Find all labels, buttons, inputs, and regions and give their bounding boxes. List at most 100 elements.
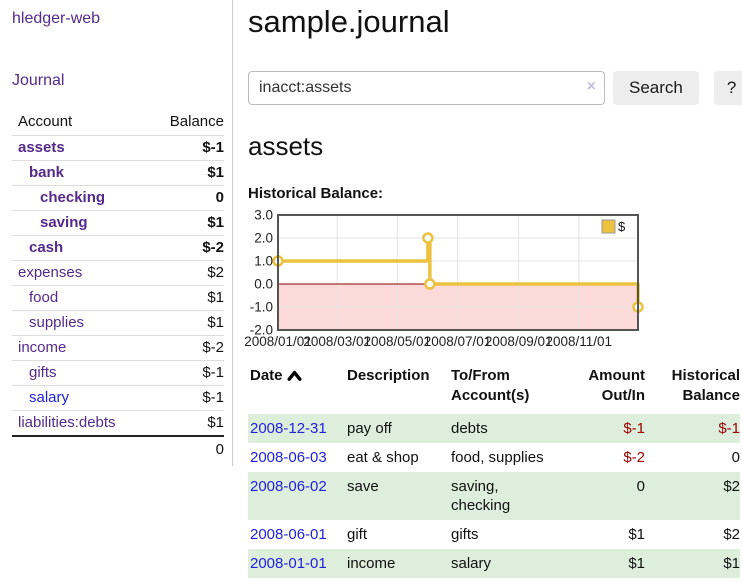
transaction-date-link[interactable]: 2008-01-01 (250, 555, 327, 572)
transaction-amount: $1 (628, 526, 645, 543)
y-tick-label: 3.0 (254, 208, 273, 223)
historical-balance-chart-container: $3.0 2.0 1.0 0.0 -1.0 -2.0 2008/01/01 2008/03/0… (244, 208, 742, 352)
accounts-table-body: assets $-1 bank $1 checking 0 saving $1 cash $-2 e… (12, 135, 224, 436)
transaction-accounts: debts (451, 420, 488, 437)
y-tick-label: 2.0 (254, 231, 273, 246)
account-row: checking 0 (12, 185, 224, 211)
accounts-total-row: 0 (12, 435, 224, 462)
accounts-col-account: Account (18, 113, 73, 130)
transaction-description: pay off (347, 420, 392, 437)
account-balance: $-2 (151, 335, 224, 361)
transaction-description: save (347, 478, 379, 495)
transaction-date-link[interactable]: 2008-06-03 (250, 449, 327, 466)
account-row: saving $1 (12, 210, 224, 236)
sidebar-account-link[interactable]: liabilities:debts (18, 414, 116, 431)
accounts-header-row: Account Balance (12, 110, 224, 136)
brand-link[interactable]: hledger-web (12, 10, 101, 27)
data-point-marker (422, 232, 434, 244)
account-row: bank $1 (12, 160, 224, 186)
transaction-amount: 0 (636, 478, 645, 495)
account-balance: $1 (151, 285, 224, 311)
account-row: assets $-1 (12, 135, 224, 161)
register-col-historical: Historical Balance (671, 367, 740, 404)
historical-balance-chart: $3.0 2.0 1.0 0.0 -1.0 -2.02008/01/012008/03/0… (244, 208, 644, 349)
transaction-balance: $2 (723, 478, 740, 495)
account-row: liabilities:debts $1 (12, 410, 224, 436)
register-row: 2008-06-03 eat & shop food, supplies $-2 0 (248, 443, 740, 472)
account-row: gifts $-1 (12, 360, 224, 386)
help-button[interactable]: ? (713, 71, 742, 105)
sidebar-account-link[interactable]: supplies (29, 314, 85, 331)
account-row: salary $-1 (12, 385, 224, 411)
account-balance: $-1 (151, 135, 224, 161)
search-input[interactable] (248, 71, 605, 105)
sidebar-panel: hledger-web Journal Account Balance asse… (0, 0, 233, 466)
sidebar-account-link[interactable]: assets (18, 139, 65, 156)
sidebar: hledger-web Journal Account Balance asse… (0, 0, 233, 578)
account-balance: $-2 (151, 235, 224, 261)
account-balance: $1 (151, 160, 224, 186)
accounts-col-balance: Balance (169, 113, 224, 130)
account-balance: $1 (151, 210, 224, 236)
sidebar-account-link[interactable]: bank (29, 164, 65, 181)
transaction-description: gift (347, 526, 368, 543)
transaction-balance: 0 (731, 449, 740, 466)
transaction-date-link[interactable]: 2008-12-31 (250, 420, 327, 437)
sidebar-account-link[interactable]: food (29, 289, 59, 306)
x-tick-label: 2008/05/01 (364, 334, 432, 349)
account-balance: $1 (151, 410, 224, 436)
transaction-balance: $2 (723, 526, 740, 543)
register-col-tofrom: To/From Account(s) (451, 367, 530, 404)
account-row: food $1 (12, 285, 224, 311)
plot-border (277, 214, 639, 331)
register-col-date[interactable]: Date (248, 366, 345, 414)
transaction-balance: $-1 (718, 420, 740, 437)
transaction-date-link[interactable]: 2008-06-02 (250, 478, 327, 495)
transaction-accounts: food, supplies (451, 449, 544, 466)
x-tick-label: 2008/03/01 (303, 334, 371, 349)
sidebar-account-link[interactable]: saving (40, 214, 88, 231)
sidebar-item-journal[interactable]: Journal (12, 72, 65, 89)
sidebar-account-link[interactable]: income (18, 339, 67, 356)
transaction-amount: $-2 (623, 449, 645, 466)
account-row: supplies $1 (12, 310, 224, 336)
sidebar-account-link[interactable]: expenses (18, 264, 83, 281)
y-tick-label: -1.0 (250, 300, 273, 315)
legend-label: $ (618, 219, 626, 234)
account-heading: assets (248, 131, 324, 161)
account-balance: $-1 (151, 360, 224, 386)
x-tick-label: 2008/01/01 (244, 334, 312, 349)
account-balance: $2 (151, 260, 224, 286)
register-table-body: 2008-12-31 pay off debts $-1 $-1 2008-06-03 ea… (248, 414, 740, 578)
search-button[interactable]: Search (613, 71, 699, 105)
sidebar-account-link[interactable]: cash (29, 239, 64, 256)
x-tick-label: 2008/11/01 (546, 334, 613, 349)
transaction-amount: $1 (628, 555, 645, 572)
sort-asc-icon (287, 370, 302, 381)
sidebar-account-link[interactable]: gifts (29, 364, 57, 381)
register-row: 2008-06-01 gift gifts $1 $2 (248, 520, 740, 549)
transaction-date-link[interactable]: 2008-06-01 (250, 526, 327, 543)
register-col-amount: Amount Out/In (588, 367, 645, 404)
transaction-accounts: saving, checking (451, 478, 511, 514)
account-row: income $-2 (12, 335, 224, 361)
account-balance: $-1 (151, 385, 224, 411)
transaction-balance: $1 (723, 555, 740, 572)
account-balance: $1 (151, 310, 224, 336)
sidebar-account-link[interactable]: checking (40, 189, 106, 206)
legend-swatch (601, 219, 616, 234)
register-row: 2008-06-02 save saving, checking 0 $2 (248, 472, 740, 520)
y-tick-label: -2.0 (250, 323, 273, 338)
transaction-amount: $-1 (623, 420, 645, 437)
data-point-marker (424, 278, 436, 290)
sidebar-account-link[interactable]: salary (29, 389, 70, 406)
y-tick-label: 1.0 (254, 254, 273, 269)
register-row: 2008-12-31 pay off debts $-1 $-1 (248, 414, 740, 443)
main-content: sample.journal × Search ? assets Histori… (233, 0, 742, 578)
clear-search-icon[interactable]: × (586, 78, 596, 95)
account-balance: 0 (151, 185, 224, 211)
transaction-description: eat & shop (347, 449, 419, 466)
search-bar: × Search ? (248, 71, 742, 105)
register-head-row: Date Description To/From Account(s) Amount O… (248, 366, 740, 414)
transaction-description: income (347, 555, 396, 572)
